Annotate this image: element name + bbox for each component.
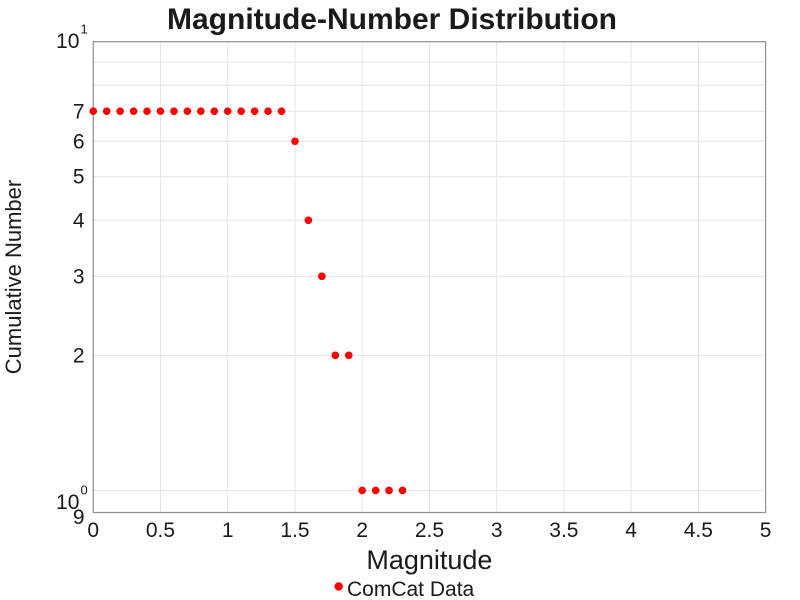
svg-text:10: 10	[56, 30, 79, 53]
svg-text:Magnitude-Number Distribution: Magnitude-Number Distribution	[167, 3, 617, 36]
svg-text:1: 1	[81, 22, 88, 37]
svg-text:4: 4	[73, 210, 85, 233]
svg-text:5: 5	[73, 166, 85, 189]
svg-text:4.5: 4.5	[684, 519, 713, 542]
svg-text:6: 6	[73, 131, 85, 154]
svg-text:Cumulative Number: Cumulative Number	[1, 180, 26, 374]
svg-text:2: 2	[73, 345, 85, 368]
svg-text:0.5: 0.5	[146, 519, 175, 542]
svg-text:3: 3	[73, 266, 85, 289]
svg-text:ComCat Data: ComCat Data	[347, 578, 475, 600]
svg-text:7: 7	[73, 101, 85, 124]
svg-text:5: 5	[760, 519, 772, 542]
svg-text:2: 2	[356, 519, 368, 542]
svg-text:9: 9	[73, 506, 85, 529]
svg-text:2.5: 2.5	[415, 519, 444, 542]
svg-text:4: 4	[625, 519, 637, 542]
svg-text:0: 0	[81, 483, 88, 498]
svg-text:3: 3	[491, 519, 503, 542]
svg-text:3.5: 3.5	[549, 519, 578, 542]
svg-text:1: 1	[222, 519, 234, 542]
svg-text:Magnitude: Magnitude	[366, 545, 492, 575]
svg-text:0: 0	[87, 519, 99, 542]
svg-text:1.5: 1.5	[280, 519, 309, 542]
